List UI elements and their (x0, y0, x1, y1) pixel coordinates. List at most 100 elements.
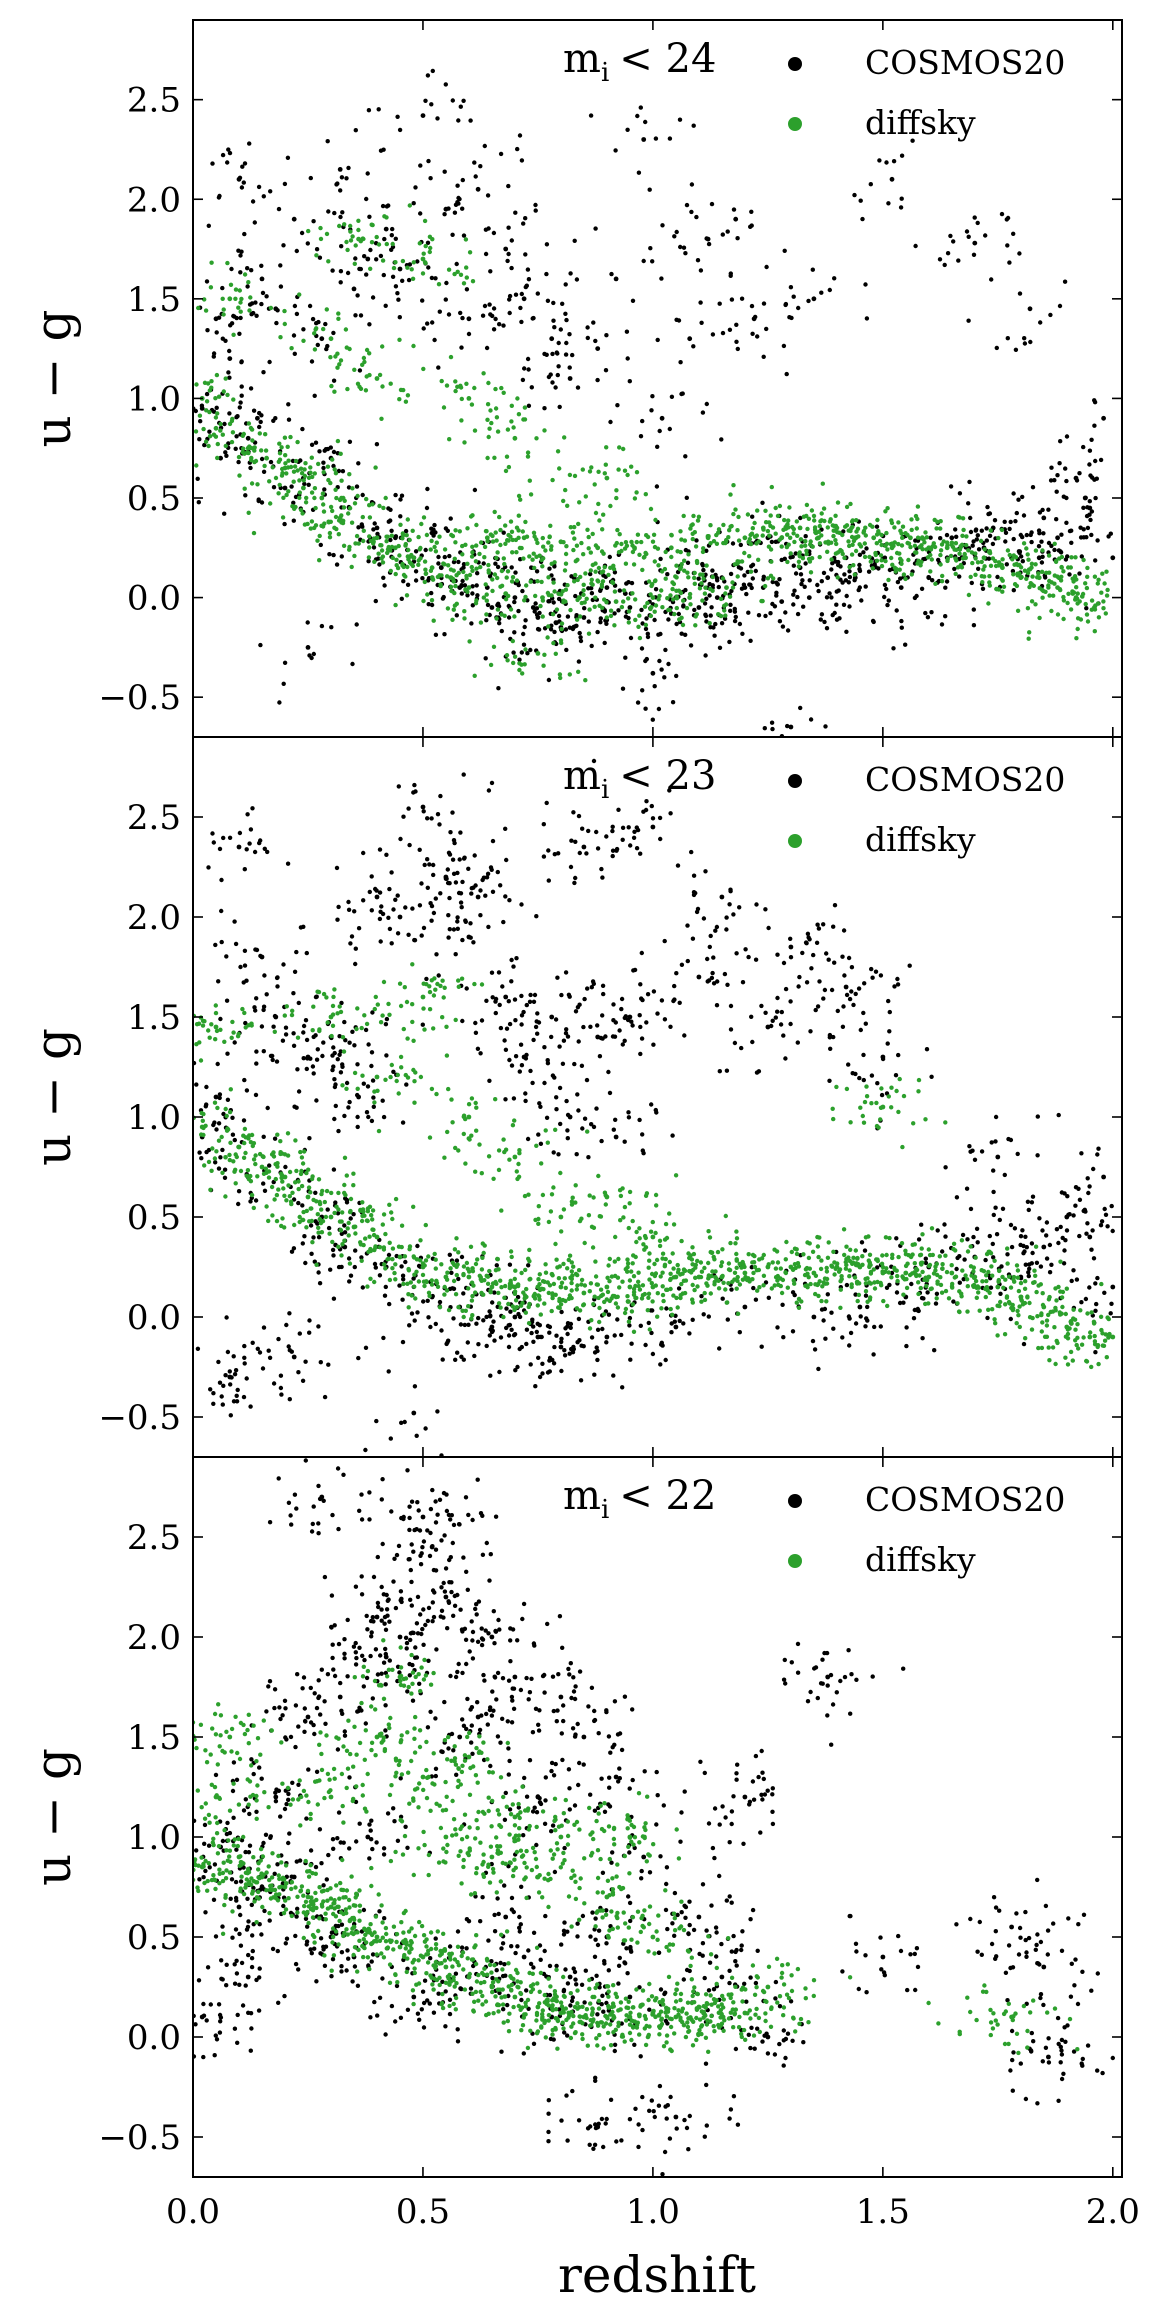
point-diffsky (286, 458, 291, 463)
point-cosmos20 (472, 487, 478, 493)
point-diffsky (312, 331, 317, 336)
point-cosmos20 (739, 1045, 744, 1051)
point-cosmos20 (798, 572, 804, 577)
point-cosmos20 (1018, 1234, 1024, 1239)
point-cosmos20 (485, 602, 491, 608)
point-cosmos20 (622, 1139, 627, 1144)
point-diffsky (554, 607, 560, 612)
point-diffsky (1075, 591, 1080, 596)
point-cosmos20 (951, 1299, 956, 1304)
point-cosmos20 (989, 1140, 994, 1145)
point-cosmos20 (594, 1345, 599, 1350)
point-cosmos20 (1003, 530, 1009, 535)
point-diffsky (674, 605, 679, 611)
point-cosmos20 (711, 955, 716, 960)
point-diffsky (831, 1116, 836, 1122)
point-cosmos20 (412, 1318, 417, 1323)
point-diffsky (290, 1190, 295, 1196)
point-cosmos20 (248, 386, 254, 391)
point-cosmos20 (774, 590, 779, 595)
point-cosmos20 (294, 248, 299, 254)
point-diffsky (940, 1262, 945, 1267)
point-diffsky (698, 572, 703, 577)
point-cosmos20 (452, 210, 458, 215)
point-diffsky (285, 444, 290, 449)
point-cosmos20 (533, 202, 538, 208)
point-diffsky (352, 553, 357, 559)
point-cosmos20 (1059, 532, 1064, 537)
point-diffsky (834, 525, 840, 531)
point-cosmos20 (595, 1034, 601, 1040)
point-diffsky (1055, 574, 1060, 579)
point-diffsky (863, 533, 868, 538)
point-cosmos20 (1015, 1151, 1020, 1157)
point-diffsky (377, 372, 383, 378)
point-cosmos20 (283, 1164, 288, 1170)
point-cosmos20 (668, 811, 673, 816)
point-diffsky (734, 1229, 739, 1234)
point-diffsky (670, 586, 675, 592)
point-diffsky (906, 557, 911, 563)
point-diffsky (1040, 548, 1045, 553)
point-cosmos20 (674, 673, 679, 679)
point-cosmos20 (1091, 1166, 1096, 1172)
point-cosmos20 (254, 1061, 259, 1066)
point-cosmos20 (466, 1322, 471, 1328)
point-diffsky (596, 565, 602, 571)
point-cosmos20 (843, 578, 849, 583)
point-cosmos20 (471, 940, 476, 945)
point-cosmos20 (1022, 1249, 1027, 1254)
point-diffsky (495, 429, 501, 434)
point-cosmos20 (386, 519, 391, 524)
point-cosmos20 (432, 522, 437, 528)
point-diffsky (410, 528, 415, 533)
point-cosmos20 (1062, 279, 1068, 284)
point-cosmos20 (595, 1023, 600, 1028)
point-cosmos20 (690, 936, 696, 941)
point-cosmos20 (825, 575, 831, 581)
point-cosmos20 (591, 1124, 597, 1130)
point-cosmos20 (1094, 1301, 1099, 1307)
point-diffsky (481, 595, 486, 600)
point-cosmos20 (314, 1098, 319, 1103)
point-cosmos20 (227, 835, 233, 840)
point-cosmos20 (819, 579, 824, 584)
point-cosmos20 (1039, 560, 1045, 565)
point-cosmos20 (450, 857, 456, 862)
point-cosmos20 (254, 1049, 259, 1054)
point-diffsky (412, 1079, 417, 1084)
point-cosmos20 (840, 1335, 845, 1340)
point-cosmos20 (453, 880, 459, 885)
point-diffsky (523, 519, 528, 525)
point-diffsky (371, 1227, 376, 1233)
point-cosmos20 (551, 1361, 557, 1366)
point-diffsky (629, 539, 634, 545)
point-cosmos20 (342, 1019, 347, 1025)
point-cosmos20 (400, 1297, 405, 1302)
point-cosmos20 (653, 136, 659, 141)
point-cosmos20 (234, 1393, 239, 1399)
point-cosmos20 (1027, 1262, 1032, 1267)
point-cosmos20 (536, 1132, 541, 1137)
point-diffsky (558, 675, 563, 681)
point-cosmos20 (382, 236, 387, 242)
point-cosmos20 (635, 700, 641, 705)
point-cosmos20 (219, 1394, 224, 1399)
point-cosmos20 (242, 963, 248, 968)
point-diffsky (1046, 583, 1051, 588)
point-diffsky (583, 494, 588, 499)
point-diffsky (322, 1199, 327, 1205)
point-diffsky (548, 547, 554, 552)
point-diffsky (401, 572, 407, 578)
point-cosmos20 (507, 310, 512, 316)
point-diffsky (431, 618, 436, 623)
point-cosmos20 (335, 1057, 340, 1062)
point-cosmos20 (312, 393, 317, 398)
point-cosmos20 (694, 538, 699, 543)
point-cosmos20 (222, 1175, 228, 1181)
point-cosmos20 (1011, 231, 1016, 236)
point-cosmos20 (584, 1077, 590, 1083)
point-cosmos20 (431, 872, 436, 878)
point-cosmos20 (763, 1010, 768, 1015)
point-diffsky (914, 1266, 919, 1272)
